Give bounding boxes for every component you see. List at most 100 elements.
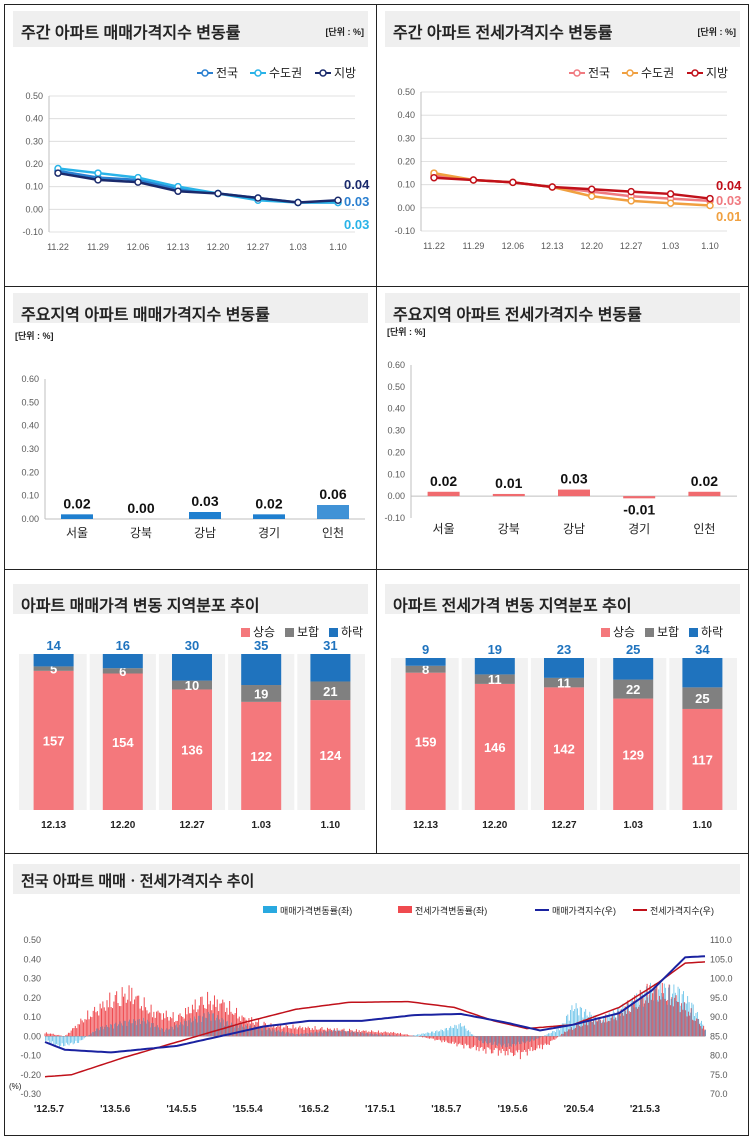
weekly-sale-panel: 주간 아파트 매매가격지수 변동률 [단위 : %] -0.10 0.00 0.10… — [4, 4, 377, 287]
y-tick-label: 0.20 — [387, 447, 405, 457]
unit-label: [단위 : %] — [15, 331, 54, 341]
bar-value-label: 0.03 — [560, 471, 587, 487]
data-point — [294, 198, 302, 207]
category-label: 12.27 — [179, 820, 204, 831]
bar — [317, 505, 349, 519]
segment-value-label: 9 — [422, 642, 429, 657]
x-tick-label: '12.5.7 — [34, 1104, 65, 1115]
stack-segment — [33, 654, 74, 667]
x-tick-label: '19.5.6 — [497, 1104, 528, 1115]
panel-title: 주요지역 아파트 전세가격지수 변동률 — [393, 307, 642, 324]
legend-label: 전세가격변동률(좌) — [415, 905, 487, 916]
y-tick-label: 0.00 — [25, 204, 43, 214]
stack-segment — [544, 658, 584, 678]
segment-value-label: 8 — [422, 662, 429, 677]
legend-marker — [573, 69, 581, 77]
category-label: 1.03 — [623, 820, 643, 831]
stack-segment — [241, 654, 282, 686]
end-value-label: 0.03 — [344, 217, 369, 232]
bar — [623, 496, 656, 499]
bar — [427, 491, 460, 497]
y-tick-label: 0.20 — [21, 467, 39, 477]
segment-value-label: 23 — [557, 642, 571, 657]
data-point — [469, 176, 478, 184]
legend-marker — [319, 69, 327, 77]
y-left-tick-label: -0.10 — [20, 1051, 41, 1061]
x-tick-label: 1.10 — [701, 241, 719, 251]
legend-label: 하락 — [341, 625, 363, 639]
category-label: 강북 — [130, 526, 152, 540]
bar-value-label: 0.06 — [319, 486, 346, 502]
y-tick-label: 0.30 — [387, 426, 405, 436]
y-tick-label: -0.10 — [384, 513, 405, 523]
panel-title: 주요지역 아파트 매매가격지수 변동률 — [21, 307, 270, 324]
segment-value-label: 25 — [626, 642, 640, 657]
legend-label: 수도권 — [641, 66, 674, 80]
segment-value-label: 19 — [254, 686, 268, 701]
stack-segment — [405, 665, 446, 673]
legend-marker — [626, 69, 634, 77]
y-right-tick-label: 75.0 — [710, 1070, 728, 1080]
data-point — [334, 196, 342, 205]
segment-value-label: 154 — [112, 735, 134, 750]
y-tick-label: 0.60 — [21, 374, 39, 384]
x-tick-label: 12.13 — [167, 242, 190, 252]
y-left-tick-label: -0.30 — [20, 1089, 41, 1099]
x-tick-label: '21.5.3 — [630, 1104, 661, 1115]
segment-value-label: 117 — [692, 752, 713, 767]
legend-label: 지방 — [706, 66, 728, 80]
y-tick-label: 0.50 — [387, 382, 405, 392]
segment-value-label: 19 — [488, 642, 502, 657]
y-tick-label: 0.40 — [387, 404, 405, 414]
category-label: 1.10 — [693, 820, 713, 831]
stack-segment — [613, 698, 654, 810]
y-tick-label: 0.30 — [397, 133, 415, 143]
panel-title: 아파트 매매가격 변동 지역분포 추이 — [21, 598, 260, 615]
category-label: 12.20 — [482, 820, 507, 831]
x-tick-label: '20.5.4 — [564, 1104, 595, 1115]
y-left-tick-label: 0.10 — [23, 1012, 41, 1022]
stack-segment — [544, 687, 584, 810]
y-tick-label: 0.60 — [387, 360, 405, 370]
legend-swatch — [263, 906, 277, 913]
segment-value-label: 30 — [185, 638, 199, 653]
x-tick-label: 1.03 — [662, 241, 680, 251]
x-tick-label: 11.29 — [87, 242, 109, 252]
y-tick-label: 0.30 — [25, 136, 43, 146]
category-label: 경기 — [628, 522, 650, 536]
region-jeonse-chart: -0.10 0.00 0.10 0.20 0.30 0.40 0.50 0.60 0.02 서울 0… — [384, 360, 737, 536]
y-tick-label: 0.30 — [21, 444, 39, 454]
x-tick-label: 11.22 — [423, 241, 445, 251]
bar-value-label: 0.02 — [63, 495, 90, 511]
segment-value-label: 129 — [622, 747, 644, 762]
segment-value-label: 22 — [626, 682, 640, 697]
stack-segment — [613, 658, 654, 680]
category-label: 12.20 — [110, 820, 135, 831]
y-left-tick-label: 0.30 — [23, 974, 41, 984]
segment-value-label: 35 — [254, 638, 268, 653]
bar-value-label: 0.02 — [430, 473, 457, 489]
y-tick-label: -0.10 — [394, 226, 415, 236]
panel-header: 주요지역 아파트 전세가격지수 변동률 — [385, 293, 740, 324]
stack-segment — [172, 654, 212, 681]
data-point — [54, 169, 62, 177]
legend-swatch — [329, 628, 338, 637]
segment-value-label: 146 — [484, 740, 506, 755]
y-tick-label: 0.40 — [21, 421, 39, 431]
national-trend-chart: 매매가격변동률(좌) 전세가격변동률(좌) 매매가격지수(우) 전세가격지수(우) -0… — [9, 905, 733, 1115]
x-tick-label: '14.5.5 — [166, 1104, 197, 1115]
y-left-unit: (%) — [9, 1082, 22, 1091]
bar-value-label: 0.03 — [191, 493, 218, 509]
panel-header: 주간 아파트 매매가격지수 변동률 [단위 : %] — [13, 11, 368, 47]
legend-label: 보합 — [657, 625, 679, 639]
x-tick-label: 12.06 — [127, 242, 150, 252]
legend-swatch — [398, 906, 412, 913]
stack-segment — [310, 700, 351, 810]
data-point — [627, 197, 635, 205]
y-tick-label: 0.40 — [397, 110, 415, 120]
legend-label: 상승 — [613, 625, 635, 639]
x-tick-label: 12.06 — [502, 241, 525, 251]
stack-segment — [474, 658, 515, 675]
bar — [61, 514, 93, 519]
stack-segment — [241, 685, 282, 702]
